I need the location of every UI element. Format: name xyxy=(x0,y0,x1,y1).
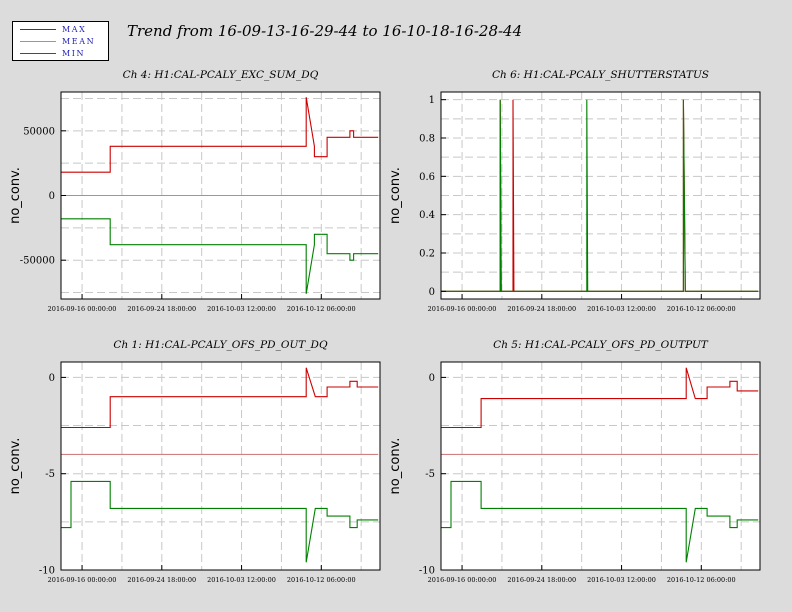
series-line-max xyxy=(61,367,379,429)
y-tick-label: 0 xyxy=(49,191,55,202)
plot-frame xyxy=(440,361,761,571)
x-tick-label: 2016-09-24 18:00:00 xyxy=(507,305,576,313)
x-tick-label: 2016-10-12 06:00:00 xyxy=(667,305,736,313)
y-axis-label: no_conv. xyxy=(388,167,403,224)
x-tick-label: 2016-10-03 12:00:00 xyxy=(587,576,656,584)
chart-title: Ch 1: H1:CAL-PCALY_OFS_PD_OUT_DQ xyxy=(113,339,328,351)
chart-2: 1 0.8 0.6 0.4 0.2 0 2016-09-16 00:00:00 2016-09… xyxy=(388,69,761,313)
series-line-min xyxy=(61,480,379,563)
y-tick-label: 50000 xyxy=(23,126,55,137)
y-tick-label: -10 xyxy=(419,566,435,577)
x-tick-label: 2016-10-03 12:00:00 xyxy=(207,576,276,584)
legend-item-mean: MEAN xyxy=(13,36,108,48)
y-tick-label: -5 xyxy=(45,469,55,480)
y-tick-label: 0.4 xyxy=(419,210,435,221)
y-tick-label: 0 xyxy=(49,373,55,384)
y-tick-label: 0.8 xyxy=(419,134,435,145)
series-line-min xyxy=(441,480,759,563)
x-tick-label: 2016-10-03 12:00:00 xyxy=(587,305,656,313)
legend-label-max: MAX xyxy=(62,25,87,34)
y-tick-label: 0 xyxy=(429,287,435,298)
y-tick-label: 0.6 xyxy=(419,172,435,183)
x-tick-label: 2016-10-12 06:00:00 xyxy=(287,576,356,584)
plot-frame xyxy=(440,91,761,300)
series-line-max xyxy=(61,97,379,173)
y-tick-label: -10 xyxy=(39,566,55,577)
y-tick-label: 0.2 xyxy=(419,249,435,260)
legend: MAX MEAN MIN xyxy=(12,21,109,61)
series-group xyxy=(61,367,379,563)
x-tick-label: 2016-09-16 00:00:00 xyxy=(428,305,497,313)
y-tick-label: -50000 xyxy=(20,256,55,267)
series-line-min xyxy=(61,218,379,294)
legend-swatch-min xyxy=(20,53,56,54)
x-tick-label: 2016-09-24 18:00:00 xyxy=(127,576,196,584)
y-axis-label: no_conv. xyxy=(8,167,23,224)
legend-label-min: MIN xyxy=(62,49,86,58)
y-tick-label: 1 xyxy=(429,95,435,106)
legend-swatch-mean xyxy=(20,41,56,42)
x-tick-label: 2016-09-16 00:00:00 xyxy=(428,576,497,584)
chart-title: Ch 4: H1:CAL-PCALY_EXC_SUM_DQ xyxy=(123,69,319,81)
x-tick-label: 2016-09-24 18:00:00 xyxy=(127,305,196,313)
legend-label-mean: MEAN xyxy=(62,37,96,46)
chart-title: Ch 5: H1:CAL-PCALY_OFS_PD_OUTPUT xyxy=(493,339,709,351)
x-tick-label: 2016-09-16 00:00:00 xyxy=(48,576,117,584)
y-axis-label: no_conv. xyxy=(8,438,23,495)
chart-title: Ch 6: H1:CAL-PCALY_SHUTTERSTATUS xyxy=(492,69,709,81)
x-tick-label: 2016-10-03 12:00:00 xyxy=(207,305,276,313)
x-tick-label: 2016-09-24 18:00:00 xyxy=(507,576,576,584)
x-tick-label: 2016-10-12 06:00:00 xyxy=(667,576,736,584)
plot-area xyxy=(61,362,380,570)
page-title: Trend from 16-09-13-16-29-44 to 16-10-18… xyxy=(127,22,523,40)
plot-frame xyxy=(60,361,381,571)
plot-area xyxy=(441,362,760,570)
series-group xyxy=(61,97,379,294)
legend-swatch-max xyxy=(20,29,56,30)
y-axis-label: no_conv. xyxy=(388,438,403,495)
series-line-max xyxy=(441,367,759,429)
y-tick-label: -5 xyxy=(425,469,435,480)
x-tick-label: 2016-09-16 00:00:00 xyxy=(48,305,117,313)
legend-item-min: MIN xyxy=(13,48,108,60)
series-group xyxy=(441,99,759,292)
legend-item-max: MAX xyxy=(13,24,108,36)
series-line-min xyxy=(441,99,759,292)
y-tick-label: 0 xyxy=(429,373,435,384)
x-tick-label: 2016-10-12 06:00:00 xyxy=(287,305,356,313)
series-group xyxy=(441,367,759,563)
chart-1: 50000 0 -50000 2016-09-16 00:00:00 2016-09-2… xyxy=(8,69,381,313)
